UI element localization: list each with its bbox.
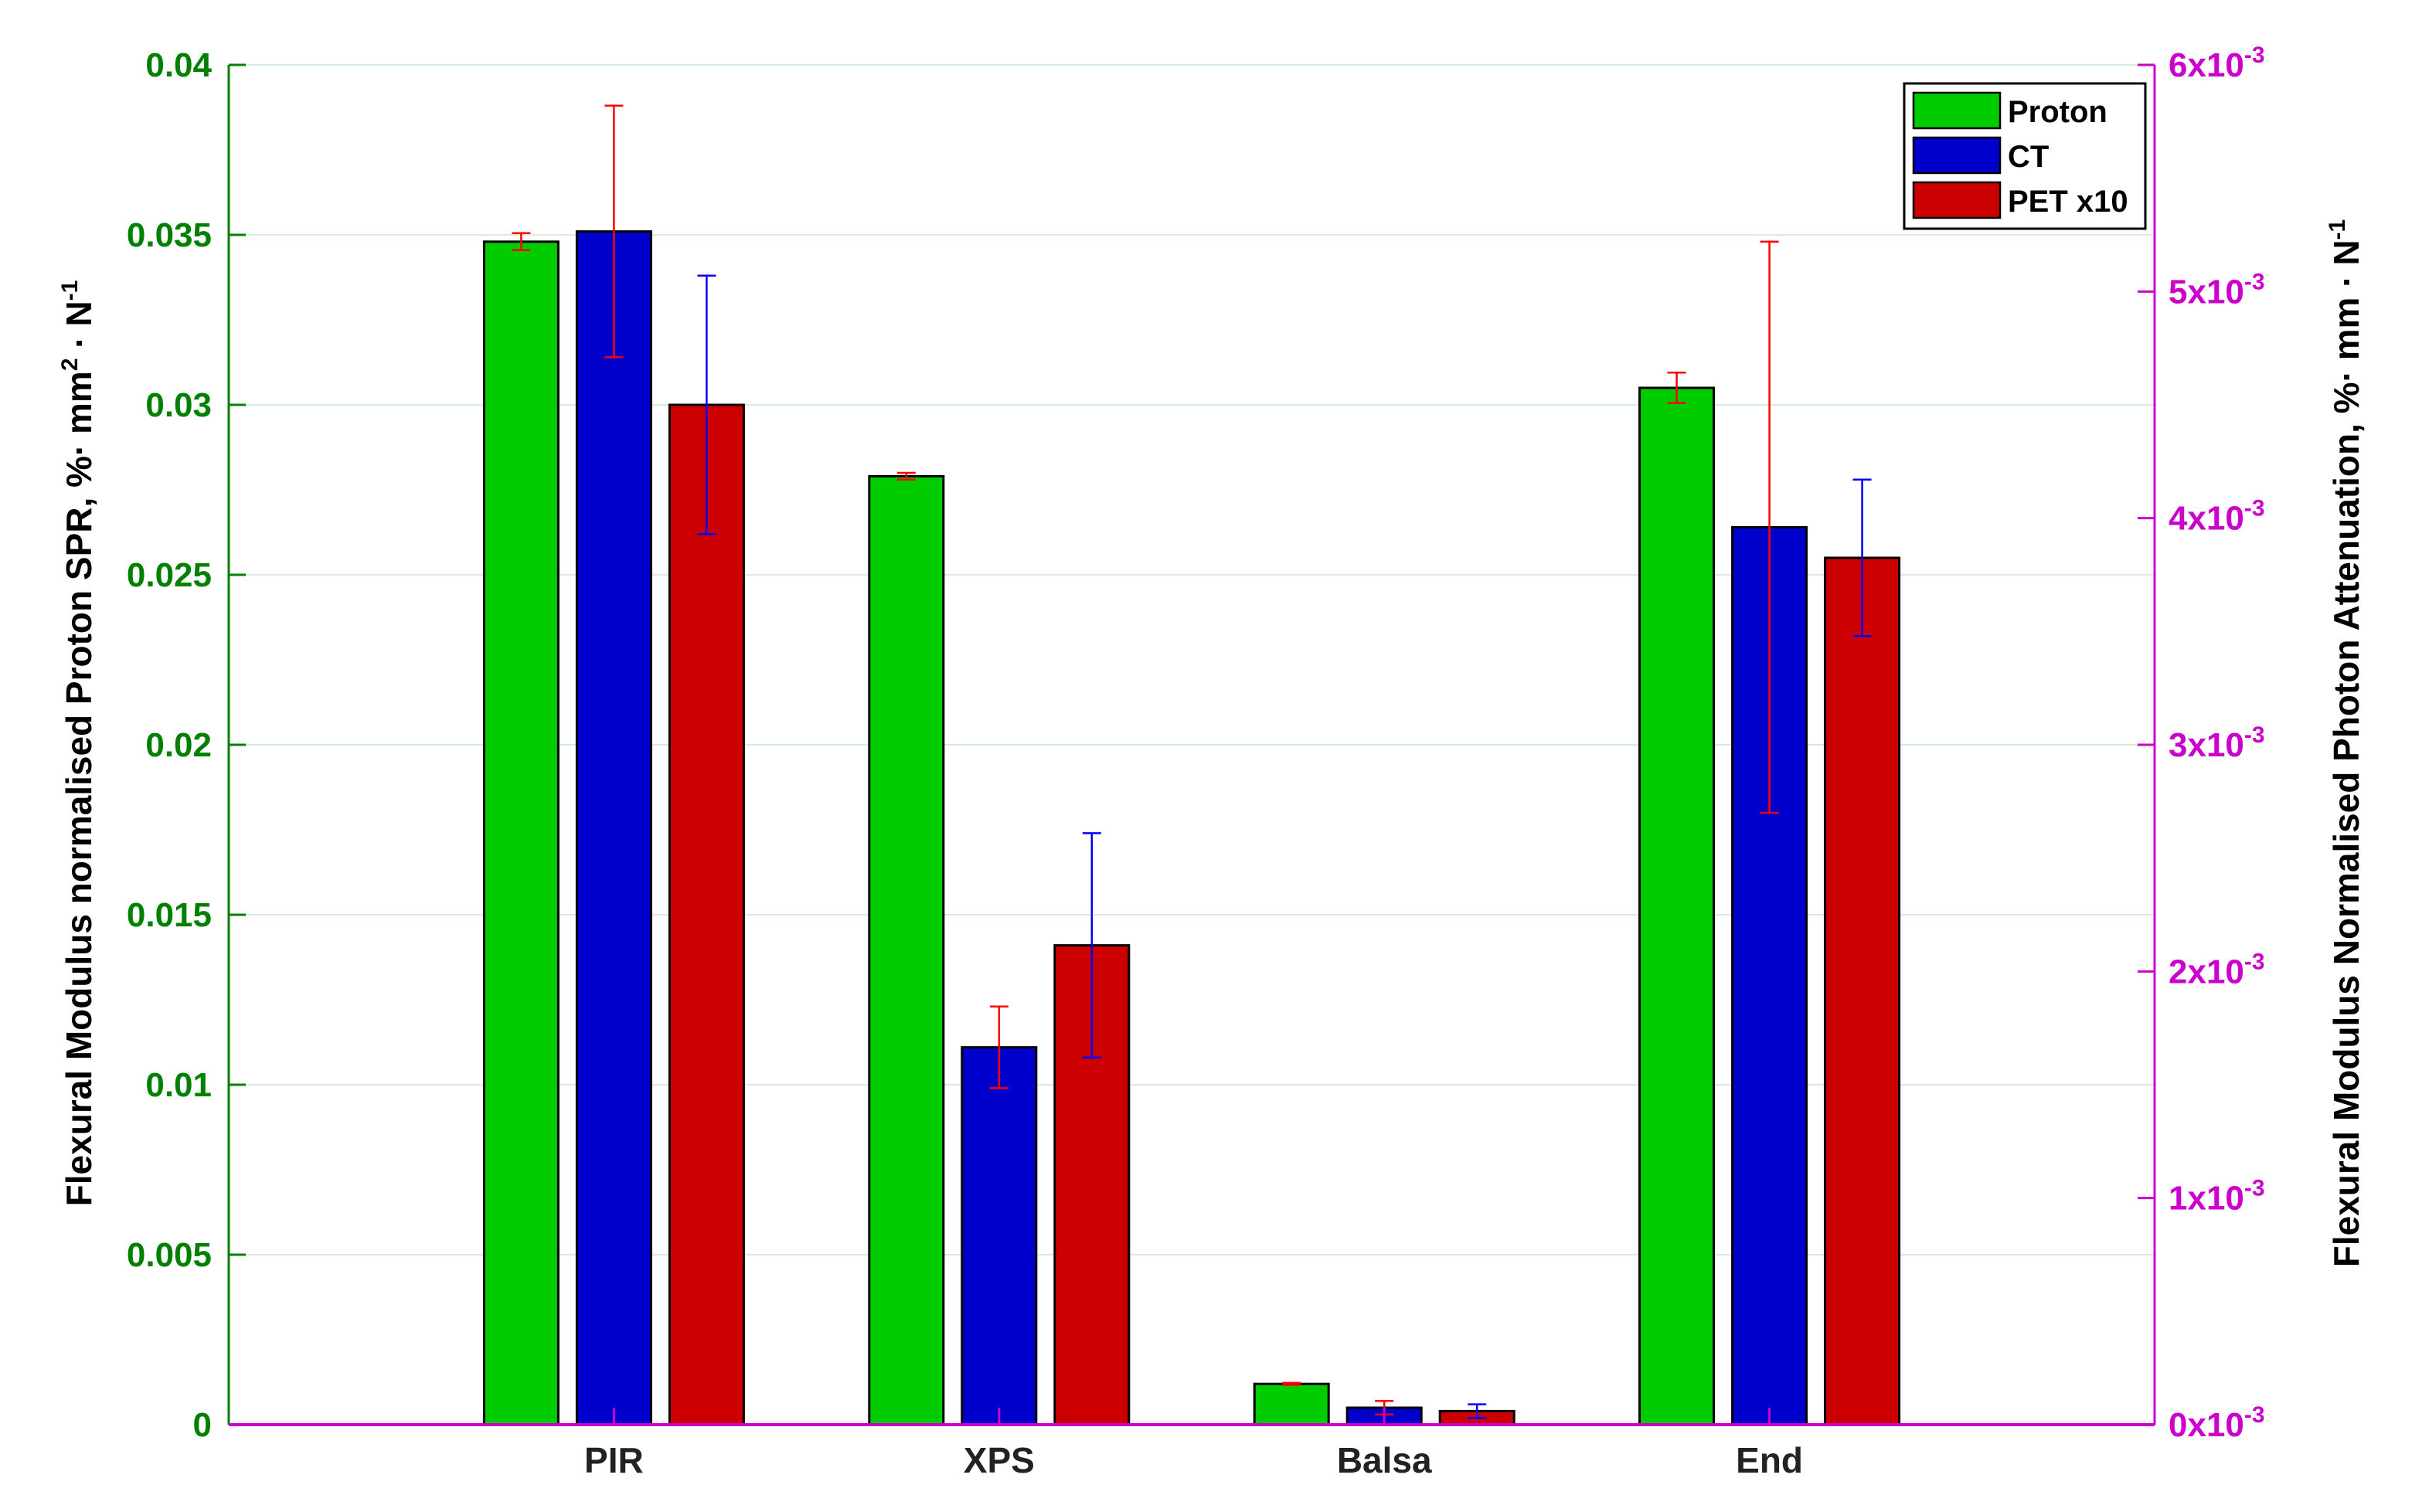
bars — [482, 230, 1901, 1426]
y-tick-label-left: 0.03 — [145, 386, 212, 424]
bar-proton-xps — [868, 474, 945, 1426]
bar-proton-pir — [482, 240, 560, 1426]
bar-ct-pir — [575, 230, 652, 1426]
y-tick-label-left: 0.04 — [145, 46, 212, 84]
bar-proton-end — [1638, 386, 1716, 1426]
error-bar — [1082, 832, 1101, 1059]
x-tick-label: End — [1736, 1440, 1803, 1480]
legend: Proton CT PET x10 — [1903, 82, 2147, 230]
y-tick-label-left: 0.035 — [127, 216, 212, 254]
y-tick-label-left: 0.005 — [127, 1236, 212, 1274]
y-tick-label-right: 0x10-3 — [2169, 1402, 2265, 1444]
y-axis-label-left: Flexural Modulus normalised Proton SPR, … — [57, 280, 99, 1207]
tick-labels: 0 0.005 0.01 0.015 0.02 0.025 0.03 0.035 0.04 0x1… — [127, 42, 2265, 1480]
error-bar — [896, 471, 916, 481]
y-tick-label-right: 1x10-3 — [2169, 1176, 2265, 1218]
error-bar — [697, 274, 716, 535]
legend-label: CT — [2008, 140, 2049, 174]
y-tick-label-right: 2x10-3 — [2169, 949, 2265, 990]
y-tick-label-right: 4x10-3 — [2169, 496, 2265, 538]
y-tick-label-right: 5x10-3 — [2169, 269, 2265, 311]
bar-pet-x10-pir — [668, 403, 745, 1426]
x-tick-label: XPS — [964, 1440, 1035, 1480]
legend-label: PET x10 — [2008, 185, 2128, 219]
y-tick-label-left: 0.01 — [145, 1066, 212, 1104]
y-tick-label-left: 0.025 — [127, 556, 212, 594]
y-tick-label-left: 0.02 — [145, 726, 212, 764]
y-tick-label-left: 0.015 — [127, 896, 212, 934]
error-bar — [604, 104, 624, 358]
x-tick-label: PIR — [584, 1440, 644, 1480]
legend-label: Proton — [2008, 95, 2107, 129]
x-tick-label: Balsa — [1337, 1440, 1432, 1480]
error-bar — [1667, 371, 1686, 405]
error-bar — [1760, 240, 1779, 814]
axes — [227, 63, 2156, 1426]
error-bars — [512, 104, 1872, 1419]
error-bar — [1468, 1403, 1487, 1419]
bar-proton-balsa — [1253, 1382, 1330, 1426]
error-bar — [512, 232, 531, 252]
bar-pet-x10-end — [1824, 556, 1901, 1426]
y-tick-label-right: 6x10-3 — [2169, 42, 2265, 84]
error-bar — [1852, 478, 1872, 637]
y-tick-label-right: 3x10-3 — [2169, 722, 2265, 764]
y-tick-label-left: 0 — [193, 1406, 212, 1444]
legend-swatch — [1912, 181, 2002, 219]
error-bar — [1282, 1381, 1301, 1386]
legend-swatch — [1912, 91, 2002, 130]
legend-swatch — [1912, 136, 2002, 175]
y-axis-label-right: Flexural Modulus Normalised Photon Atten… — [2325, 219, 2366, 1268]
bar-ct-xps — [961, 1046, 1038, 1426]
error-bar — [989, 1005, 1009, 1089]
